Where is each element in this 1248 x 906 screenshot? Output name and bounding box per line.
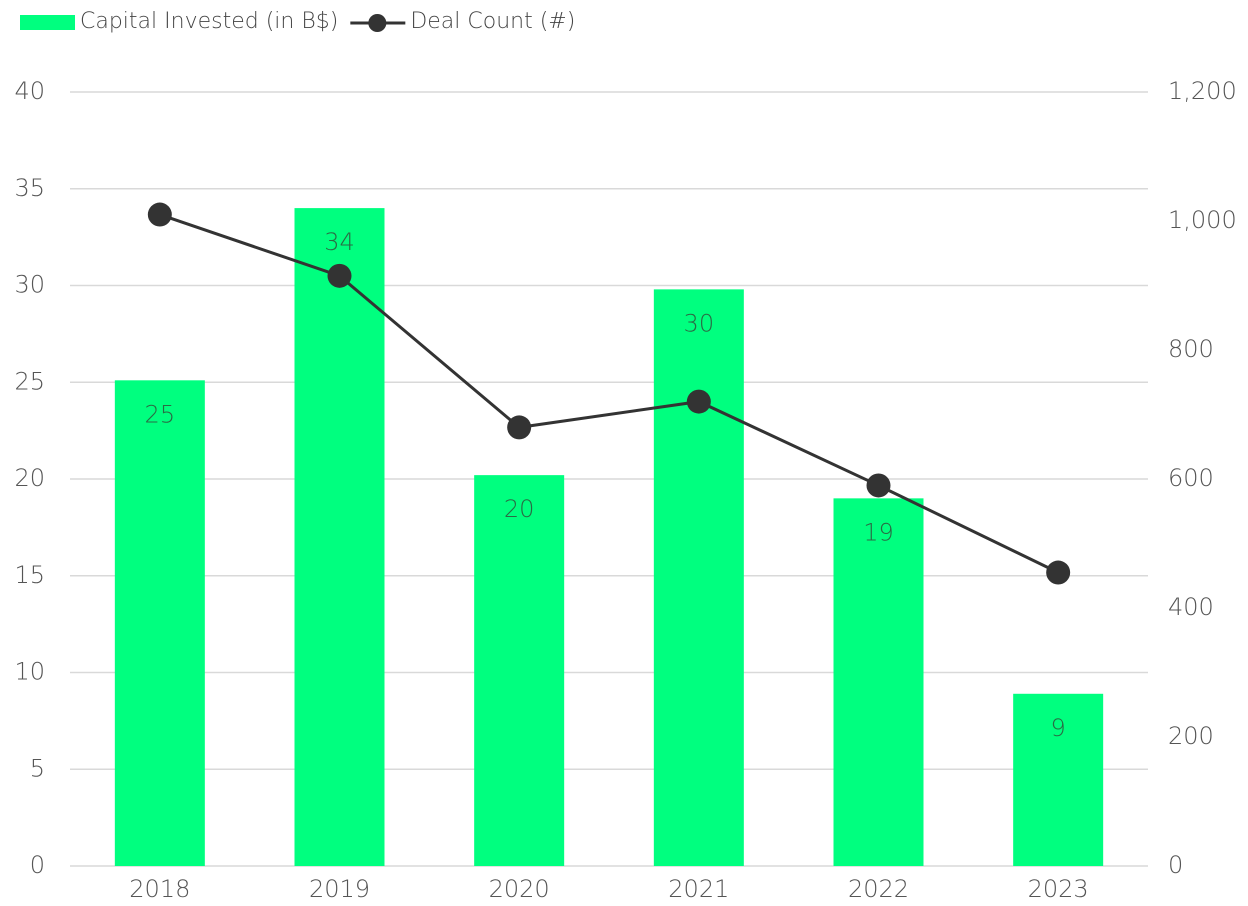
legend-label: Capital Invested (in B$)	[80, 9, 338, 34]
x-tick-label: 2021	[668, 875, 729, 903]
x-tick-label: 2020	[489, 875, 550, 903]
bar	[1013, 693, 1104, 866]
data-label: 25	[145, 400, 176, 428]
legend-label: Deal Count (#)	[410, 9, 575, 34]
y-tick-label: 10	[14, 658, 45, 686]
y2-tick-label: 200	[1168, 722, 1214, 750]
line-marker	[327, 263, 352, 288]
bar	[294, 208, 385, 867]
data-label: 19	[863, 518, 894, 546]
legend-swatch	[368, 14, 387, 32]
line-marker	[147, 202, 172, 227]
y2-tick-label: 1,000	[1168, 206, 1237, 234]
y2-tick-label: 800	[1168, 335, 1214, 363]
y2-tick-label: 400	[1168, 593, 1214, 621]
y-tick-label: 25	[14, 367, 45, 395]
line-marker	[686, 389, 711, 414]
x-tick-label: 2023	[1028, 875, 1089, 903]
y-tick-label: 5	[30, 754, 45, 782]
bar	[653, 289, 744, 866]
y-tick-label: 0	[30, 851, 45, 879]
y-tick-label: 30	[14, 271, 45, 299]
bar	[833, 498, 924, 866]
line-marker	[1046, 560, 1071, 585]
y-tick-label: 20	[14, 464, 45, 492]
y2-tick-label: 0	[1168, 851, 1183, 879]
x-tick-label: 2019	[309, 875, 370, 903]
line-marker	[507, 415, 532, 440]
line	[159, 213, 1059, 574]
data-label: 34	[324, 228, 355, 256]
y2-tick-label: 1,200	[1168, 77, 1237, 105]
x-tick-label: 2018	[129, 875, 190, 903]
y2-tick-label: 600	[1168, 464, 1214, 492]
y-tick-label: 15	[14, 561, 45, 589]
bar	[114, 380, 205, 866]
data-label: 20	[504, 495, 535, 523]
line-marker	[866, 473, 891, 498]
y-tick-label: 35	[14, 174, 45, 202]
bar	[474, 475, 565, 866]
legend-swatch	[20, 15, 75, 30]
y-tick-label: 40	[14, 77, 45, 105]
x-tick-label: 2022	[848, 875, 909, 903]
data-label: 9	[1051, 714, 1066, 742]
data-label: 30	[684, 309, 715, 337]
